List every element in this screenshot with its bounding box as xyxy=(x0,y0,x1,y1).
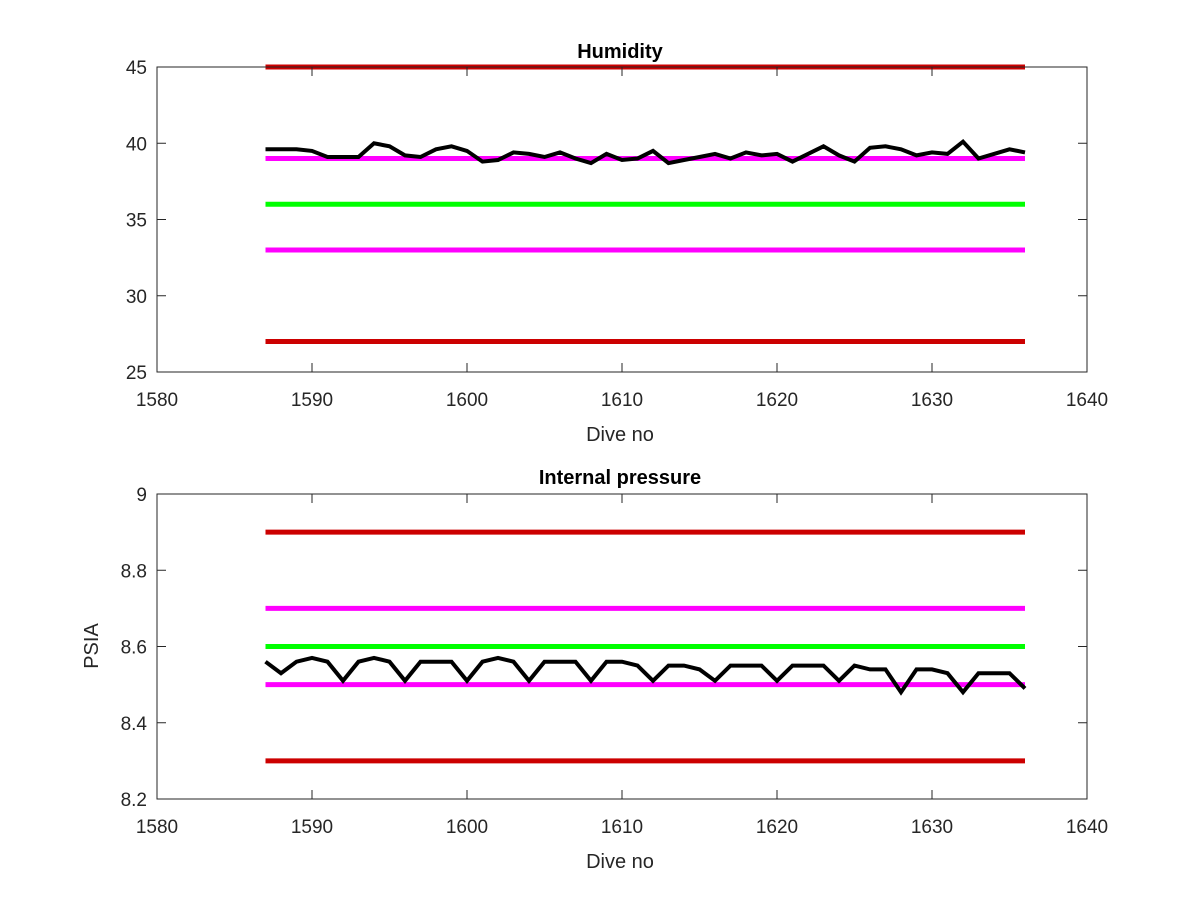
internal-pressure-chart: Internal pressure 1580 1590 1600 1610 1620 16… xyxy=(81,467,1108,873)
y-tick-label: 8.2 xyxy=(121,790,147,811)
y-tick-label: 8.8 xyxy=(121,561,147,582)
series-line xyxy=(264,655,1027,696)
x-tick-label: 1580 xyxy=(136,817,178,838)
chart-title: Humidity xyxy=(577,41,663,63)
x-axis-label: Dive no xyxy=(586,424,654,446)
x-tick-label: 1630 xyxy=(911,390,953,411)
y-tick-label: 25 xyxy=(126,363,147,384)
y-axis: 8.2 8.4 8.6 8.8 9 xyxy=(121,485,1087,811)
y-axis-label: PSIA xyxy=(81,623,103,669)
reference-lines xyxy=(265,529,1025,764)
series-line xyxy=(265,138,1026,166)
x-tick-label: 1640 xyxy=(1066,390,1108,411)
reference-lines xyxy=(265,64,1025,344)
y-tick-label: 30 xyxy=(126,287,147,308)
x-axis-label: Dive no xyxy=(586,851,654,873)
y-tick-label: 35 xyxy=(126,211,147,232)
x-tick-label: 1620 xyxy=(756,817,798,838)
y-tick-label: 45 xyxy=(126,58,147,79)
y-tick-label: 8.6 xyxy=(121,638,147,659)
y-axis: 25 30 35 40 45 xyxy=(126,58,1087,384)
series-lines xyxy=(265,138,1026,166)
y-tick-label: 9 xyxy=(136,485,147,506)
x-tick-label: 1590 xyxy=(291,817,333,838)
x-tick-label: 1600 xyxy=(446,817,488,838)
x-axis: 1580 1590 1600 1610 1620 1630 1640 xyxy=(136,494,1108,838)
axes-box xyxy=(156,66,1088,373)
x-tick-label: 1640 xyxy=(1066,817,1108,838)
x-tick-label: 1610 xyxy=(601,390,643,411)
x-tick-label: 1580 xyxy=(136,390,178,411)
series-lines xyxy=(264,655,1027,696)
x-axis: 1580 1590 1600 1610 1620 1630 1640 xyxy=(136,67,1108,411)
x-tick-label: 1600 xyxy=(446,390,488,411)
x-tick-label: 1610 xyxy=(601,817,643,838)
chart-title: Internal pressure xyxy=(539,467,701,489)
x-tick-label: 1630 xyxy=(911,817,953,838)
x-tick-label: 1590 xyxy=(291,390,333,411)
y-tick-label: 8.4 xyxy=(121,714,148,735)
humidity-chart: Humidity 1580 1590 1600 1610 1620 1630 1640 25… xyxy=(126,41,1108,446)
x-tick-label: 1620 xyxy=(756,390,798,411)
y-tick-label: 40 xyxy=(126,134,147,155)
